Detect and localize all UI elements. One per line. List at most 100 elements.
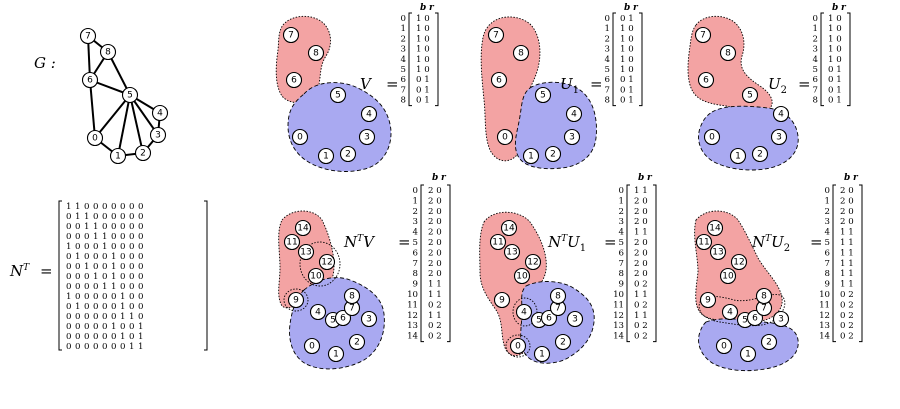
panel-bottom-2-node-6-label: 6 [752, 314, 758, 324]
panel-bottom-2-node-13: 13 [709, 243, 727, 261]
panel-top-2-row-7: 0 1 [828, 85, 842, 95]
panel-bottom-2-row-6: 1 1 [840, 248, 854, 258]
panel-bottom-0-node-8: 8 [343, 287, 361, 305]
panel-bottom-2-row-11: 0 2 [840, 300, 854, 310]
panel-top-1-node-2-circle [544, 145, 562, 163]
panel-bottom-0-node-10-label: 10 [310, 272, 322, 282]
panel-bottom-0-row-index-12: 12 [407, 311, 418, 321]
panel-top-1-row-3: 1 0 [620, 45, 634, 55]
panel-top-2-node-1: 1 [729, 147, 747, 165]
panel-top-1-row-5: 1 0 [620, 65, 634, 75]
panel-bottom-1-row-index-11: 11 [613, 300, 624, 310]
panel-bottom-2-row-index-6: 6 [825, 248, 830, 258]
panel-bottom-1-node-0: 0 [509, 337, 527, 355]
incidence-row-8: 0 0 0 0 1 1 0 0 0 [66, 282, 144, 292]
panel-top-2-row-1: 1 0 [828, 24, 842, 34]
panel-top-0-node-3-label: 3 [364, 133, 370, 143]
panel-bottom-0-row-13: 0 2 [428, 321, 442, 331]
panel-top-2-node-7: 7 [694, 26, 712, 44]
blue-region [515, 81, 597, 170]
panel-bottom-2-row-index-12: 12 [819, 311, 830, 321]
panel-bottom-1-label-n: N [547, 233, 562, 251]
panel-bottom-1-node-11-circle [489, 233, 507, 251]
panel-top-1-node-4-circle [565, 105, 583, 123]
panel-bottom-2-node-11-circle [695, 233, 713, 251]
panel-top-2-row-index-5: 5 [813, 65, 818, 75]
panel-bottom-0-node-14-label: 14 [297, 224, 309, 234]
panel-bottom-2-node-3-label: 3 [778, 315, 784, 325]
graph-node-4: 4 [151, 104, 169, 122]
panel-bottom-2-node-12-label: 12 [733, 258, 744, 268]
panel-bottom-2-row-index-13: 13 [819, 321, 830, 331]
panel-bottom-0-node-13-label: 13 [300, 248, 311, 258]
panel-bottom-1-node-12: 12 [524, 253, 542, 271]
panel-top-0-node-2-label: 2 [345, 150, 351, 160]
panel-bottom-1-row-index-10: 10 [613, 290, 624, 300]
panel-bottom-2-node-3-circle [772, 310, 790, 328]
panel-top-2-node-5: 5 [741, 86, 759, 104]
panel-bottom-1-row-index-9: 9 [619, 280, 624, 290]
panel-top-2-row-index-1: 1 [813, 24, 818, 34]
panel-bottom-2-row-12: 0 2 [840, 311, 854, 321]
panel-bottom-2-row-13: 0 2 [840, 321, 854, 331]
panel-bottom-2-node-8: 8 [755, 287, 773, 305]
panel-bottom-1-node-2-label: 2 [560, 338, 566, 348]
panel-bottom-0-row-index-13: 13 [407, 321, 418, 331]
panel-bottom-2-node-6-circle [746, 309, 764, 327]
panel-top-1-node-3-label: 3 [569, 133, 575, 143]
panel-bottom-0-label-n: N [343, 233, 358, 251]
graph-node-1-label: 1 [115, 152, 121, 162]
incidence-row-9: 1 0 0 0 0 0 1 0 0 [66, 292, 144, 302]
panel-bottom-2-node-2: 2 [760, 333, 778, 351]
panel-bottom-0-node-2-label: 2 [354, 338, 360, 348]
panel-bottom-1-node-8-circle [549, 287, 567, 305]
panel-bottom-0-label-sup: T [357, 234, 364, 244]
panel-bottom-1-node-6-label: 6 [546, 314, 552, 324]
incidence-right-bracket [204, 200, 208, 351]
panel-top-0-header-r: r [429, 3, 435, 13]
graph-node-8-label: 8 [105, 48, 111, 58]
panel-bottom-2-label-sup: T [765, 234, 772, 244]
panel-bottom-0-label: NTV [343, 233, 376, 251]
panel-bottom-1-node-11-label: 11 [492, 238, 503, 248]
panel-bottom-2-row-index-5: 5 [825, 238, 830, 248]
panel-top-2-node-7-label: 7 [700, 31, 706, 41]
panel-top-2-node-8-label: 8 [725, 49, 731, 59]
panel-top-1-row-index-1: 1 [605, 24, 610, 34]
panel-bottom-0-node-1: 1 [327, 345, 345, 363]
panel-bottom-1-node-1-circle [533, 345, 551, 363]
panel-bottom-2-node-9-circle [699, 291, 717, 309]
panel-top-2-row-index-0: 0 [813, 14, 818, 24]
panel-bottom-0-node-4-circle [309, 303, 327, 321]
panel-top-2-row-index-2: 2 [813, 34, 818, 44]
panel-top-0-row-3: 1 0 [416, 45, 430, 55]
panel-bottom-2-node-11-label: 11 [698, 238, 709, 248]
panel-top-2-node-8-circle [719, 44, 737, 62]
graph-node-5-circle [121, 86, 139, 104]
panel-top-1-node-7-label: 7 [493, 31, 499, 41]
panel-top-0-node-2-circle [339, 145, 357, 163]
panel-bottom-2-row-8: 1 1 [840, 269, 854, 279]
panel-bottom-0-row-index-0: 0 [413, 186, 418, 196]
panel-bottom-0-node-5-label: 5 [330, 316, 336, 326]
panel-bottom-0-node-14-circle [294, 219, 312, 237]
panel-top-0-node-0-circle [291, 128, 309, 146]
panel-bottom-1-row-index-0: 0 [619, 186, 624, 196]
panel-top-2-node-2-label: 2 [757, 150, 763, 160]
panel-bottom-0-row-1: 2 0 [428, 196, 442, 206]
panel-top-2-node-2-circle [751, 145, 769, 163]
panel-bottom-2-node-5-label: 5 [742, 316, 748, 326]
panel-bottom-2-node-9: 9 [699, 291, 717, 309]
incidence-left-bracket [58, 200, 62, 351]
panel-bottom-2-header-b: b [844, 173, 850, 183]
panel-bottom-2-node-3: 3 [772, 310, 790, 328]
panel-top-1-node-4-label: 4 [571, 110, 577, 120]
panel-bottom-1-node-14-label: 14 [503, 224, 515, 234]
panel-bottom-2-node-13-circle [709, 243, 727, 261]
incidence-row-6: 0 0 1 0 0 1 0 0 0 [66, 262, 144, 272]
panel-bottom-1-node-2-circle [554, 333, 572, 351]
ring-4 [512, 297, 538, 327]
panel-bottom-0-row-index-3: 3 [413, 217, 418, 227]
panel-top-0-node-0-label: 0 [297, 133, 303, 143]
